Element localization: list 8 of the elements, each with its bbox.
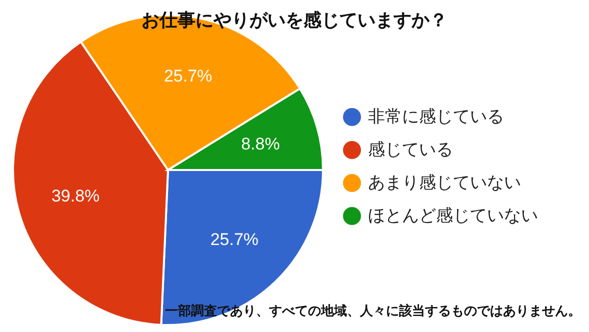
legend-label: あまり感じていない (368, 172, 521, 194)
legend-label: 非常に感じている (368, 106, 504, 128)
data-label: 25.7% (164, 66, 212, 86)
data-label: 25.7% (210, 230, 259, 249)
legend-label: ほとんど感じていない (368, 205, 538, 227)
data-label: 8.8% (241, 134, 280, 154)
legend-label: 感じている (368, 139, 453, 161)
data-label: 39.8% (51, 186, 100, 206)
